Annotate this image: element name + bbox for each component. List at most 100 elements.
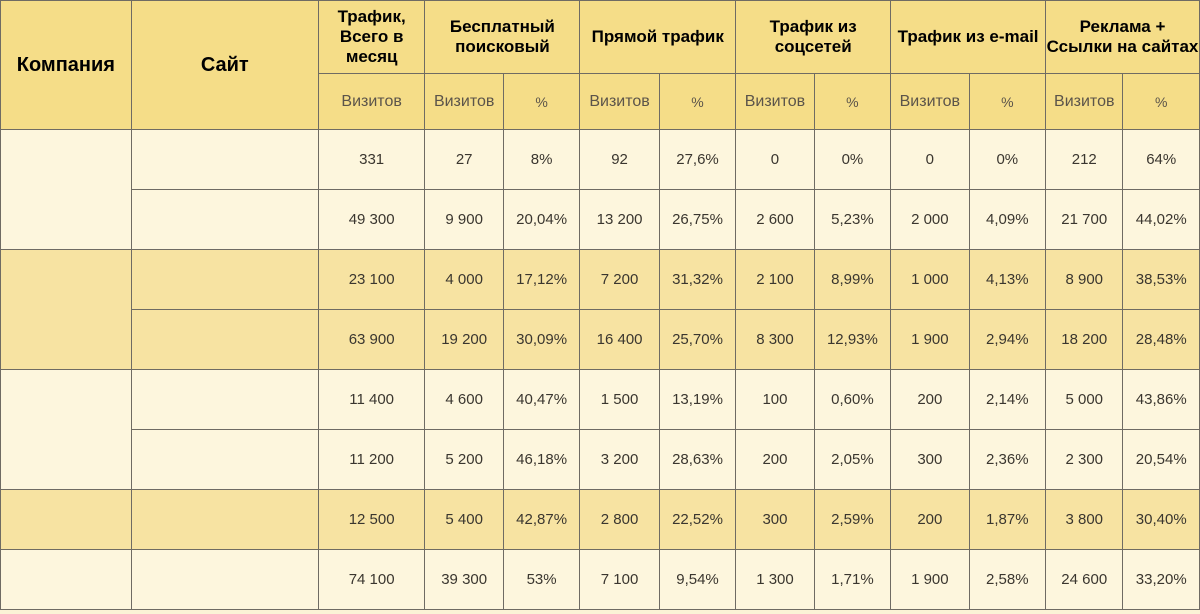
- email-visits-cell: 1 000: [890, 249, 970, 310]
- total-visits-cell: 11 400: [317, 369, 426, 430]
- subheader-row: Визитов Визитов % Визитов % Визитов % Ви…: [1, 73, 1200, 130]
- social-visits-cell: 8 300: [735, 309, 815, 370]
- direct-percent-cell: 22,52%: [658, 489, 737, 550]
- direct-visits-cell: 16 400: [579, 309, 660, 370]
- email-percent-cell: 1,87%: [968, 489, 1047, 550]
- email-header: Трафик из e-mail: [890, 0, 1047, 74]
- company-cell: [0, 549, 132, 610]
- search-percent-cell: 40,47%: [502, 369, 581, 430]
- ads-visits-cell: 2 300: [1045, 429, 1124, 490]
- ads-visits-cell: 21 700: [1045, 189, 1124, 250]
- email-visits-cell: 200: [890, 369, 970, 430]
- ads-percent-header: %: [1122, 73, 1200, 130]
- site-cell: [130, 549, 319, 610]
- search-visits-cell: 5 200: [424, 429, 504, 490]
- site-cell: [130, 129, 319, 190]
- company-cell: [0, 129, 132, 250]
- social-visits-cell: 300: [735, 489, 815, 550]
- ads-percent-cell: 20,54%: [1122, 429, 1200, 490]
- direct-visits-cell: 1 500: [579, 369, 660, 430]
- social-visits-cell: 2 100: [735, 249, 815, 310]
- search-visits-cell: 27: [424, 129, 504, 190]
- search-visits-cell: 39 300: [424, 549, 504, 610]
- email-percent-cell: 2,94%: [968, 309, 1047, 370]
- total-visits-cell: 74 100: [317, 549, 426, 610]
- ads-percent-cell: 33,20%: [1122, 549, 1200, 610]
- direct-visits-cell: 7 100: [579, 549, 660, 610]
- email-visits-header: Визитов: [890, 73, 970, 130]
- direct-header: Прямой трафик: [579, 0, 737, 74]
- site-header: Сайт: [130, 0, 319, 130]
- direct-visits-cell: 92: [579, 129, 660, 190]
- company-cell: [0, 369, 132, 490]
- total-visits-cell: 11 200: [317, 429, 426, 490]
- social-visits-cell: 2 600: [735, 189, 815, 250]
- social-percent-cell: 12,93%: [813, 309, 892, 370]
- table-row: 331 27 8% 92 27,6% 0 0% 0 0% 212 64%: [0, 129, 1200, 250]
- table-row: 74 100 39 300 53% 7 100 9,54% 1 300 1,71…: [0, 549, 1200, 610]
- email-visits-cell: 200: [890, 489, 970, 550]
- direct-percent-header: %: [658, 73, 737, 130]
- table-row: 12 500 5 400 42,87% 2 800 22,52% 300 2,5…: [0, 489, 1200, 550]
- email-visits-cell: 0: [890, 129, 970, 190]
- direct-visits-cell: 2 800: [579, 489, 660, 550]
- social-visits-header: Визитов: [735, 73, 815, 130]
- search-percent-cell: 53%: [502, 549, 581, 610]
- email-visits-cell: 1 900: [890, 309, 970, 370]
- header-row: Компания Сайт Трафик, Всего в месяц Бесп…: [0, 0, 1200, 130]
- ads-percent-cell: 28,48%: [1122, 309, 1200, 370]
- site-cell: [130, 489, 319, 550]
- visits-total-header: Визитов: [317, 73, 426, 130]
- company-cell: [0, 249, 132, 370]
- table-row: 23 100 4 000 17,12% 7 200 31,32% 2 100 8…: [0, 249, 1200, 370]
- social-percent-cell: 1,71%: [813, 549, 892, 610]
- search-percent-cell: 17,12%: [502, 249, 581, 310]
- social-percent-cell: 2,59%: [813, 489, 892, 550]
- search-visits-header: Визитов: [424, 73, 504, 130]
- site-cell: [130, 309, 319, 370]
- direct-percent-cell: 9,54%: [658, 549, 737, 610]
- direct-visits-cell: 3 200: [579, 429, 660, 490]
- site-cell: [130, 189, 319, 250]
- ads-percent-cell: 43,86%: [1122, 369, 1200, 430]
- direct-visits-header: Визитов: [579, 73, 660, 130]
- ads-percent-cell: 64%: [1122, 129, 1200, 190]
- total-visits-cell: 331: [317, 129, 426, 190]
- ads-visits-cell: 8 900: [1045, 249, 1124, 310]
- email-percent-cell: 0%: [968, 129, 1047, 190]
- direct-percent-cell: 27,6%: [658, 129, 737, 190]
- ads-percent-cell: 30,40%: [1122, 489, 1200, 550]
- total-visits-cell: 49 300: [317, 189, 426, 250]
- table-row: 11 200 5 200 46,18% 3 200 28,63% 200 2,0…: [1, 429, 1200, 490]
- direct-visits-cell: 7 200: [579, 249, 660, 310]
- table-row: 49 300 9 900 20,04% 13 200 26,75% 2 600 …: [1, 189, 1200, 250]
- direct-percent-cell: 28,63%: [658, 429, 737, 490]
- search-percent-cell: 46,18%: [502, 429, 581, 490]
- total-visits-cell: 12 500: [317, 489, 426, 550]
- site-cell: [130, 249, 319, 310]
- social-percent-header: %: [813, 73, 892, 130]
- email-percent-header: %: [968, 73, 1047, 130]
- search-visits-cell: 4 000: [424, 249, 504, 310]
- table-row: 63 900 19 200 30,09% 16 400 25,70% 8 300…: [1, 309, 1200, 370]
- social-percent-cell: 8,99%: [813, 249, 892, 310]
- email-visits-cell: 1 900: [890, 549, 970, 610]
- direct-percent-cell: 13,19%: [658, 369, 737, 430]
- search-header: Бесплатный поисковый: [424, 0, 581, 74]
- ads-percent-cell: 38,53%: [1122, 249, 1200, 310]
- total-visits-cell: 23 100: [317, 249, 426, 310]
- search-visits-cell: 19 200: [424, 309, 504, 370]
- social-visits-cell: 100: [735, 369, 815, 430]
- social-visits-cell: 0: [735, 129, 815, 190]
- social-percent-cell: 5,23%: [813, 189, 892, 250]
- company-cell: [0, 489, 132, 550]
- table-row: 11 400 4 600 40,47% 1 500 13,19% 100 0,6…: [0, 369, 1200, 490]
- direct-percent-cell: 25,70%: [658, 309, 737, 370]
- ads-visits-header: Визитов: [1045, 73, 1124, 130]
- ads-header: Реклама + Ссылки на сайтах: [1045, 0, 1200, 74]
- social-header: Трафик из соцсетей: [735, 0, 892, 74]
- social-percent-cell: 0,60%: [813, 369, 892, 430]
- direct-visits-cell: 13 200: [579, 189, 660, 250]
- social-visits-cell: 1 300: [735, 549, 815, 610]
